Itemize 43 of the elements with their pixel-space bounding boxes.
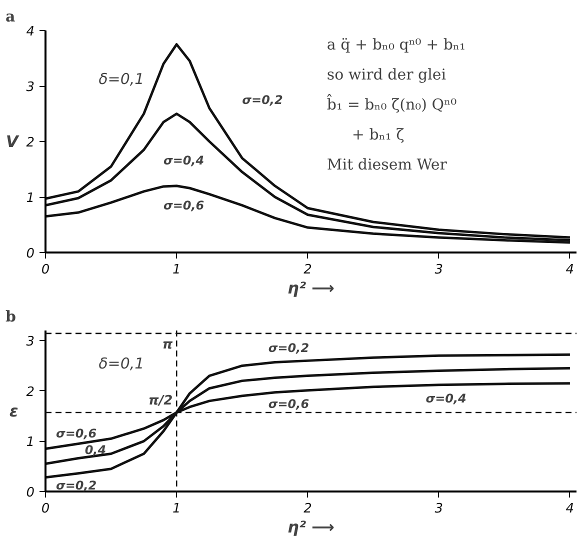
x-axis-title: η² ⟶ xyxy=(288,518,335,536)
x-tick-label: 4 xyxy=(566,262,574,278)
y-tick-label: 1 xyxy=(26,191,35,206)
annotation: a q̈ + bₙ₀ qⁿ⁰ + bₙ₁ xyxy=(326,36,466,54)
annotation: σ=0,2 xyxy=(268,341,310,356)
chart-title: a xyxy=(6,8,16,26)
x-tick-label: 3 xyxy=(434,262,443,278)
y-tick-label: 3 xyxy=(26,80,35,95)
x-tick-label: 1 xyxy=(172,502,181,516)
annotation: π/2 xyxy=(148,393,173,408)
y-tick-label: 2 xyxy=(26,136,35,150)
x-tick-label: 4 xyxy=(566,502,574,516)
annotation: σ=0,4 xyxy=(426,391,466,406)
chart-title: b xyxy=(6,308,16,326)
annotation: σ=0,2 xyxy=(56,478,97,492)
annotation: δ=0,1 xyxy=(98,70,144,88)
x-tick-label: 1 xyxy=(172,262,181,278)
annotation: σ=0,6 xyxy=(164,198,204,212)
annotation: σ=0,4 xyxy=(164,153,204,168)
y-tick-label: 1 xyxy=(26,435,35,450)
annotation: δ=0,1 xyxy=(98,354,144,372)
annotation: + bₙ₁ ζ xyxy=(352,126,404,144)
annotation: σ=0,6 xyxy=(56,426,97,441)
y-tick-label: 0 xyxy=(26,486,35,500)
annotation: b̂₁ = bₙ₀ ζ(n₀) Qⁿ⁰ xyxy=(326,94,457,114)
x-tick-label: 0 xyxy=(41,262,50,278)
y-tick-label: 0 xyxy=(26,246,35,262)
y-tick-label: 3 xyxy=(26,334,35,350)
x-tick-label: 0 xyxy=(41,502,50,516)
y-tick-label: 2 xyxy=(26,384,35,400)
annotation: σ=0,6 xyxy=(268,396,310,411)
x-tick-label: 2 xyxy=(304,262,312,278)
annotation: π xyxy=(162,337,174,352)
annotation: σ=0,2 xyxy=(242,92,283,107)
y-axis-title: V xyxy=(6,132,20,151)
y-tick-label: 4 xyxy=(26,24,35,40)
x-axis-title: η² ⟶ xyxy=(288,278,335,298)
x-tick-label: 3 xyxy=(434,502,443,516)
annotation: so wird der glei xyxy=(326,66,446,84)
annotation: Mit diesem Wer xyxy=(326,156,448,174)
x-tick-label: 2 xyxy=(304,502,312,516)
y-axis-title: ε xyxy=(9,402,18,420)
annotation: 0,4 xyxy=(84,443,106,458)
